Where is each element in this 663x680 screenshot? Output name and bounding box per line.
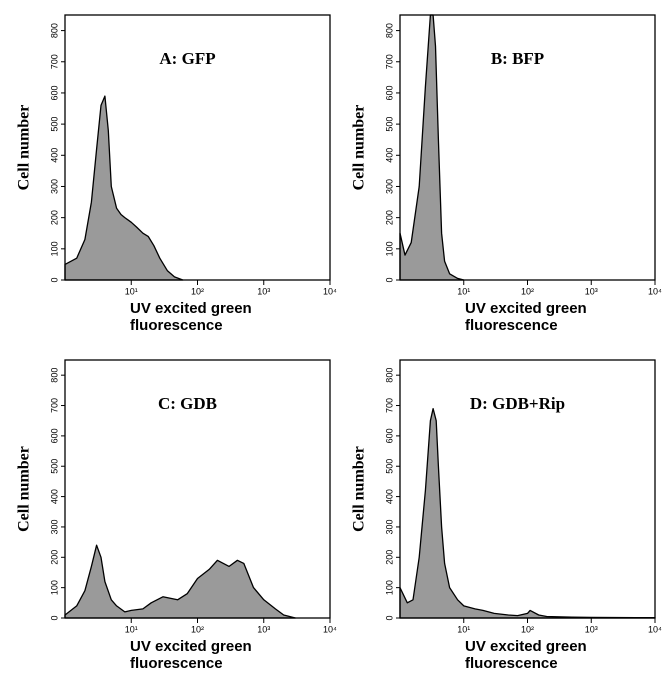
x-tick-label: 10⁴ <box>323 286 337 296</box>
y-tick-label: 400 <box>49 489 59 504</box>
y-tick-label: 800 <box>49 368 59 383</box>
y-tick-label: 500 <box>384 459 394 474</box>
y-tick-label: 400 <box>384 489 394 504</box>
x-tick-label: 10¹ <box>457 286 470 296</box>
y-tick-label: 600 <box>384 428 394 443</box>
y-axis-label: Cell number <box>351 446 368 532</box>
y-tick-label: 100 <box>49 241 59 256</box>
y-tick-label: 700 <box>384 398 394 413</box>
histogram-area <box>64 544 297 619</box>
y-tick-label: 700 <box>384 54 394 69</box>
y-tick-label: 700 <box>49 54 59 69</box>
x-tick-label: 10³ <box>585 286 598 296</box>
y-tick-label: 800 <box>49 23 59 38</box>
y-tick-label: 200 <box>384 550 394 565</box>
y-tick-label: 500 <box>49 459 59 474</box>
y-tick-label: 300 <box>384 179 394 194</box>
x-tick-label: 10¹ <box>125 624 138 634</box>
x-tick-label: 10³ <box>257 624 270 634</box>
histogram-area <box>399 407 656 619</box>
y-tick-label: 100 <box>384 580 394 595</box>
x-axis-label: UV excited green fluorescence <box>465 638 587 672</box>
y-tick-label: 800 <box>384 23 394 38</box>
x-tick-label: 10¹ <box>457 624 470 634</box>
x-tick-label: 10² <box>521 624 534 634</box>
x-tick-label: 10⁴ <box>648 624 662 634</box>
y-tick-label: 0 <box>384 615 394 620</box>
y-tick-label: 200 <box>49 550 59 565</box>
y-axis-label: Cell number <box>16 446 33 532</box>
x-tick-label: 10³ <box>585 624 598 634</box>
y-tick-label: 300 <box>49 519 59 534</box>
x-tick-label: 10² <box>521 286 534 296</box>
histogram-area <box>399 14 465 281</box>
y-tick-label: 0 <box>49 615 59 620</box>
x-tick-label: 10⁴ <box>648 286 662 296</box>
y-tick-label: 400 <box>49 148 59 163</box>
y-tick-label: 300 <box>384 519 394 534</box>
y-tick-label: 100 <box>49 580 59 595</box>
y-tick-label: 600 <box>384 85 394 100</box>
y-tick-label: 200 <box>49 210 59 225</box>
chart-title: C: GDB <box>158 394 217 413</box>
y-tick-label: 0 <box>49 277 59 282</box>
y-tick-label: 0 <box>384 277 394 282</box>
x-tick-label: 10³ <box>257 286 270 296</box>
y-tick-label: 300 <box>49 179 59 194</box>
x-axis-label: UV excited green fluorescence <box>130 638 252 672</box>
chart-title: B: BFP <box>491 49 544 68</box>
y-tick-label: 200 <box>384 210 394 225</box>
y-tick-label: 600 <box>49 428 59 443</box>
chart-title: D: GDB+Rip <box>470 394 565 413</box>
y-axis-label: Cell number <box>351 105 368 191</box>
x-tick-label: 10² <box>191 624 204 634</box>
x-tick-label: 10⁴ <box>323 624 337 634</box>
x-axis-label: UV excited green fluorescence <box>130 300 252 334</box>
y-tick-label: 500 <box>384 117 394 132</box>
x-tick-label: 10¹ <box>125 286 138 296</box>
y-tick-label: 500 <box>49 117 59 132</box>
y-tick-label: 400 <box>384 148 394 163</box>
y-tick-label: 700 <box>49 398 59 413</box>
y-axis-label: Cell number <box>16 105 33 191</box>
chart-title: A: GFP <box>159 49 215 68</box>
y-tick-label: 600 <box>49 85 59 100</box>
histogram-area <box>64 95 184 281</box>
x-axis-label: UV excited green fluorescence <box>465 300 587 334</box>
y-tick-label: 800 <box>384 368 394 383</box>
y-tick-label: 100 <box>384 241 394 256</box>
x-tick-label: 10² <box>191 286 204 296</box>
